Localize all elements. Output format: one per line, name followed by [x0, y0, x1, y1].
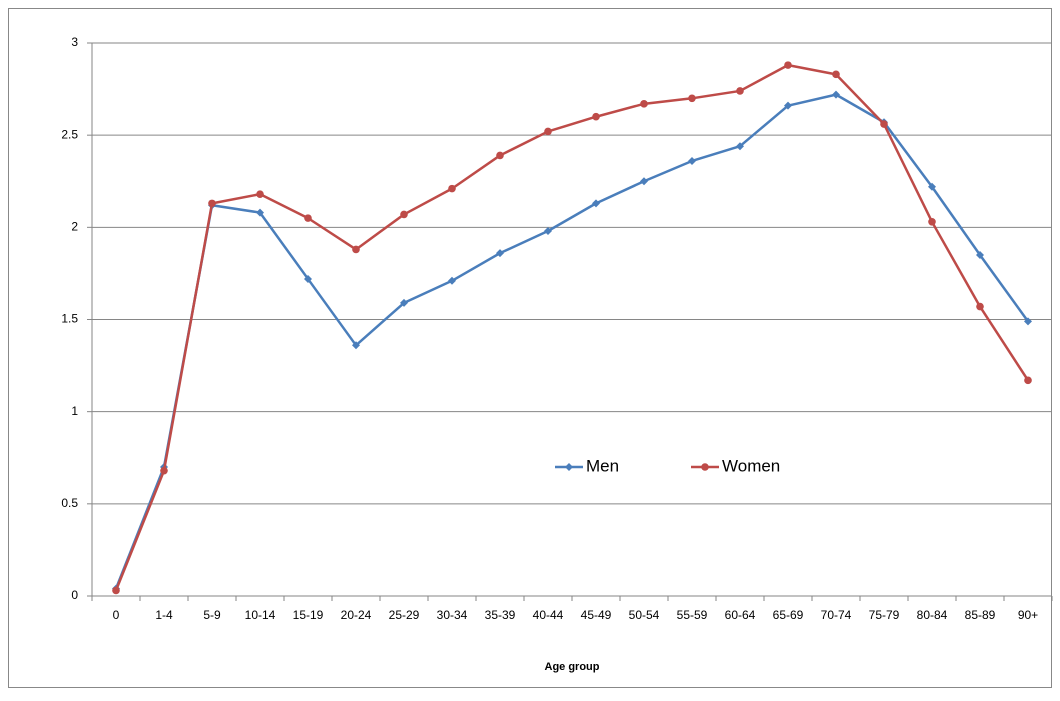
data-point: [640, 177, 648, 186]
data-point: [976, 250, 984, 259]
x-tick-label: 10-14: [245, 608, 276, 622]
data-point: [688, 94, 696, 103]
series-line: [114, 63, 1030, 591]
y-tick-label: 1.5: [61, 312, 78, 326]
data-point: [880, 120, 888, 128]
x-tick-label: 25-29: [389, 608, 420, 622]
y-tick-label: 2.5: [61, 127, 78, 141]
data-point: [496, 249, 504, 258]
x-tick-label: 30-34: [437, 608, 468, 622]
y-tick-label: 3: [71, 35, 78, 49]
data-point: [208, 199, 216, 208]
y-tick-label: 0.5: [61, 496, 78, 510]
x-tick-label: 1-4: [155, 608, 173, 622]
legend-label: Women: [722, 456, 780, 475]
x-tick-label: 85-89: [965, 608, 996, 622]
data-point: [256, 190, 264, 198]
data-point: [928, 218, 936, 226]
data-point: [784, 101, 792, 110]
data-point: [640, 100, 648, 108]
data-point: [1024, 376, 1032, 385]
x-tick-label: 20-24: [341, 608, 372, 622]
y-tick-label: 2: [71, 220, 78, 234]
data-point: [112, 586, 120, 595]
y-tick-label: 1: [71, 404, 78, 418]
x-tick-label: 15-19: [293, 608, 324, 622]
x-tick-label: 75-79: [869, 608, 900, 622]
data-point: [448, 276, 456, 285]
x-tick-label: 90+: [1018, 608, 1038, 622]
x-tick-label: 50-54: [629, 608, 660, 622]
legend-label: Men: [586, 456, 619, 475]
data-point: [256, 208, 264, 217]
chart-frame: [8, 8, 1052, 688]
data-point: [496, 151, 504, 160]
legend-marker: [701, 463, 709, 471]
x-tick-label: 5-9: [203, 608, 221, 622]
x-tick-label: 65-69: [773, 608, 804, 622]
x-tick-label: 0: [113, 608, 120, 622]
data-point: [352, 341, 360, 350]
x-tick-label: 35-39: [485, 608, 516, 622]
data-point: [784, 61, 792, 69]
x-tick-label: 55-59: [677, 608, 708, 622]
y-tick-label: 0: [71, 588, 78, 602]
x-axis-label: Age group: [545, 661, 600, 673]
data-point: [544, 127, 552, 136]
data-point: [400, 298, 408, 307]
data-point: [592, 112, 600, 121]
data-point: [832, 90, 840, 99]
x-tick-label: 45-49: [581, 608, 612, 622]
data-point: [160, 466, 168, 475]
data-point: [832, 70, 840, 79]
x-tick-label: 60-64: [725, 608, 756, 622]
data-point: [736, 87, 744, 95]
data-point: [448, 184, 456, 193]
x-tick-label: 80-84: [917, 608, 948, 622]
data-point: [976, 302, 984, 311]
data-point: [352, 245, 360, 254]
data-point: [400, 210, 408, 219]
data-point: [544, 227, 552, 236]
data-point: [304, 274, 312, 283]
legend-marker: [565, 463, 573, 471]
x-tick-label: 70-74: [821, 608, 852, 622]
data-point: [304, 214, 312, 222]
data-point: [928, 182, 936, 191]
series-line: [114, 93, 1030, 590]
data-point: [592, 199, 600, 208]
data-point: [688, 156, 696, 165]
data-point: [736, 142, 744, 151]
x-tick-label: 40-44: [533, 608, 564, 622]
data-point: [1024, 317, 1032, 326]
